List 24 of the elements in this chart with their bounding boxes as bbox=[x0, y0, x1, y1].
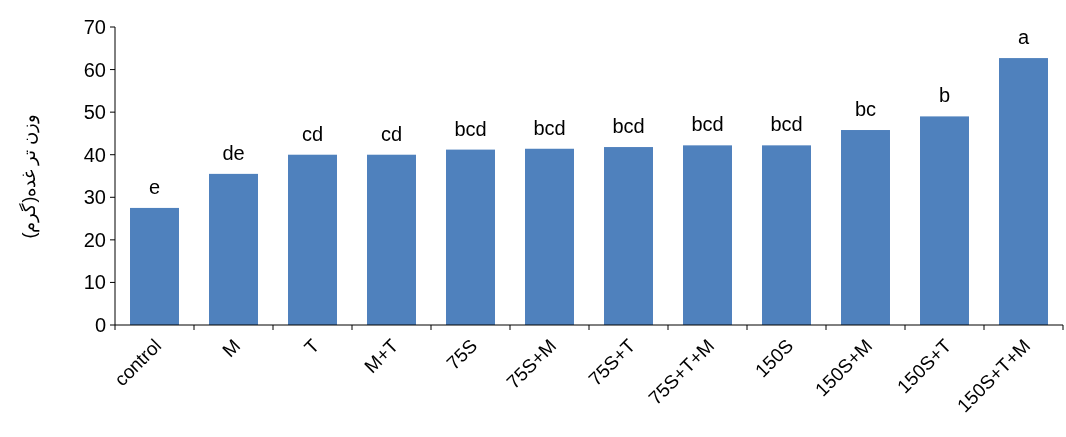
y-tick-label: 40 bbox=[83, 143, 106, 166]
y-tick-label: 60 bbox=[83, 58, 106, 81]
annotation: bcd bbox=[454, 117, 487, 140]
annotation: e bbox=[148, 175, 161, 198]
annotation: bcd bbox=[612, 115, 645, 138]
y-axis-title: وزن تر غده(گرم) bbox=[18, 113, 40, 239]
annotation: a bbox=[1017, 26, 1030, 49]
annotation: cd bbox=[380, 122, 403, 145]
annotation: b bbox=[938, 84, 951, 107]
y-tick-label: 30 bbox=[83, 186, 106, 209]
annotation: bcd bbox=[691, 113, 724, 136]
y-tick-label: 20 bbox=[83, 228, 106, 251]
annotation: cd bbox=[301, 122, 324, 145]
y-tick-label: 50 bbox=[83, 101, 106, 124]
y-tick-label: 0 bbox=[94, 314, 106, 336]
x-tick-label: M bbox=[218, 334, 245, 362]
x-tick-label: 75S bbox=[442, 334, 482, 374]
annotation: de bbox=[222, 141, 245, 164]
annotation: bcd bbox=[533, 116, 566, 139]
annotation: bcd bbox=[770, 113, 803, 136]
annotation: bc bbox=[854, 98, 877, 121]
y-tick-label: 10 bbox=[83, 271, 106, 294]
x-tick-label: T bbox=[300, 334, 324, 359]
y-tick-label: 70 bbox=[83, 16, 106, 38]
